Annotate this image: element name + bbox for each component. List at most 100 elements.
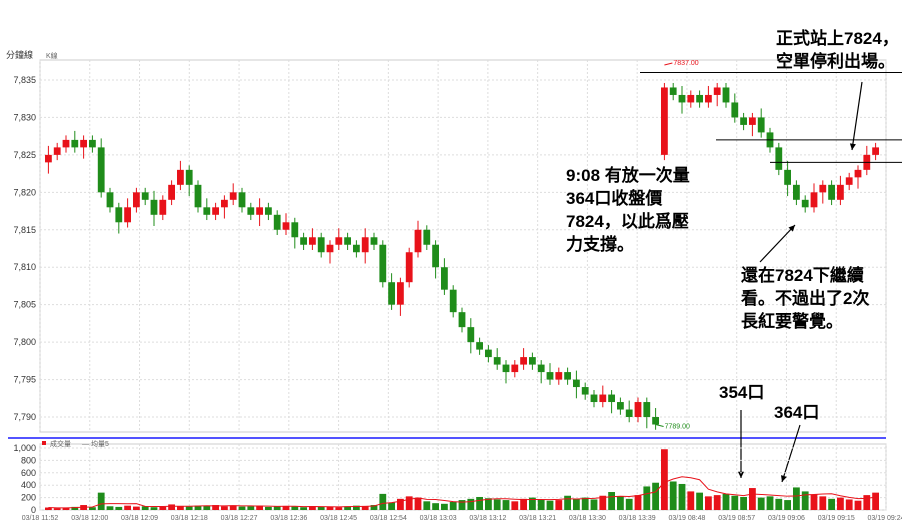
candle-body xyxy=(828,184,835,200)
volume-bar xyxy=(819,496,827,510)
volume-bar xyxy=(344,506,351,510)
high-price-label: 7837.00 xyxy=(673,60,698,67)
candle-body xyxy=(247,207,255,215)
volume-bar xyxy=(854,500,862,510)
volume-bar xyxy=(414,497,422,510)
volume-bar xyxy=(194,505,202,510)
candle-body xyxy=(353,244,360,253)
volume-bar xyxy=(317,506,325,510)
price-plot-frame xyxy=(39,59,887,433)
x-tick-label: 03/19 09:06 xyxy=(768,515,805,522)
volume-bar xyxy=(661,449,668,510)
volume-bar xyxy=(731,495,739,510)
volume-bar xyxy=(62,507,70,510)
candle-body xyxy=(45,154,52,163)
volume-bar xyxy=(168,504,175,510)
volume-bar xyxy=(353,505,360,510)
candle-body xyxy=(854,169,862,178)
candle-body xyxy=(106,192,114,208)
annotation-volume-354: 354口 xyxy=(719,383,765,402)
candle-body xyxy=(537,364,545,373)
volume-bar xyxy=(300,507,307,510)
candle-body xyxy=(757,117,765,133)
x-tick-label: 03/19 08:57 xyxy=(718,515,755,522)
volume-tick-label: 0 xyxy=(31,505,36,515)
candle-body xyxy=(476,342,483,350)
candle-body xyxy=(221,199,228,208)
volume-bar xyxy=(370,505,378,510)
volume-bar xyxy=(309,506,316,510)
candle-body xyxy=(141,192,149,200)
volume-tick-label: 400 xyxy=(21,480,36,490)
volume-bar xyxy=(537,499,545,510)
volume-bar xyxy=(757,497,765,510)
volume-bar xyxy=(273,506,281,510)
volume-bar xyxy=(722,493,730,510)
candle-body xyxy=(115,207,123,223)
x-tick-label: 03/18 13:39 xyxy=(619,515,656,522)
volume-bar xyxy=(511,501,519,510)
candle-body xyxy=(520,357,527,365)
volume-bar xyxy=(564,495,571,510)
x-tick-label: 03/18 13:03 xyxy=(420,515,457,522)
candle-body xyxy=(546,372,554,380)
candle-body xyxy=(89,139,96,148)
volume-bar xyxy=(97,492,105,510)
volume-tick-label: 200 xyxy=(21,493,36,503)
candle-body xyxy=(388,282,395,305)
volume-bar xyxy=(133,506,140,510)
high-price-pointer xyxy=(664,62,673,66)
volume-bar xyxy=(177,506,184,510)
candle-body xyxy=(150,199,158,215)
volume-bar xyxy=(229,505,237,510)
volume-bar xyxy=(238,506,246,510)
candle-body xyxy=(97,147,105,193)
candle-body xyxy=(133,192,140,208)
volume-bar xyxy=(520,498,527,510)
volume-bar xyxy=(432,503,439,510)
candle-body xyxy=(564,372,571,380)
volume-bar xyxy=(212,505,219,510)
candle-body xyxy=(229,192,237,200)
volume-bar xyxy=(625,498,633,510)
volume-bar xyxy=(502,500,510,510)
x-tick-label: 03/19 09:24 xyxy=(868,515,902,522)
candle-body xyxy=(661,87,668,155)
volume-bar xyxy=(696,492,703,510)
candle-body xyxy=(282,222,290,230)
volume-bar xyxy=(388,502,395,510)
candle-body xyxy=(441,267,448,290)
volume-bar xyxy=(643,486,651,510)
candle-body xyxy=(458,312,466,328)
arrow-to-volume-364 xyxy=(781,424,801,483)
price-tick-label: 7,805 xyxy=(13,300,36,310)
candle-body xyxy=(608,394,615,403)
volume-bar xyxy=(634,495,642,510)
volume-tick-label: 1,000 xyxy=(13,443,36,453)
candle-body xyxy=(238,192,246,208)
candle-body xyxy=(265,207,272,215)
volume-bar xyxy=(265,506,272,510)
candle-body xyxy=(775,147,783,170)
candle-body xyxy=(62,139,70,148)
volume-bar xyxy=(247,506,255,510)
price-tick-label: 7,825 xyxy=(13,150,36,160)
low-price-label: 7789.00 xyxy=(665,424,690,431)
price-tick-label: 7,830 xyxy=(13,112,36,122)
volume-tick-label: 600 xyxy=(21,468,36,478)
candle-body xyxy=(511,364,519,373)
arrow-to-breakout xyxy=(851,81,863,151)
volume-bar xyxy=(115,506,123,510)
candle-body xyxy=(194,184,202,208)
candle-body xyxy=(696,94,703,103)
volume-bar xyxy=(441,503,448,510)
candle-body xyxy=(212,207,219,215)
volume-bar xyxy=(141,506,149,510)
candle-body xyxy=(705,94,712,103)
volume-bar xyxy=(106,506,114,510)
x-tick-label: 03/19 08:48 xyxy=(668,515,705,522)
volume-bar xyxy=(863,495,871,510)
volume-bar xyxy=(71,506,79,510)
volume-bar xyxy=(221,506,228,510)
arrow-to-volume-354-head xyxy=(737,471,745,478)
